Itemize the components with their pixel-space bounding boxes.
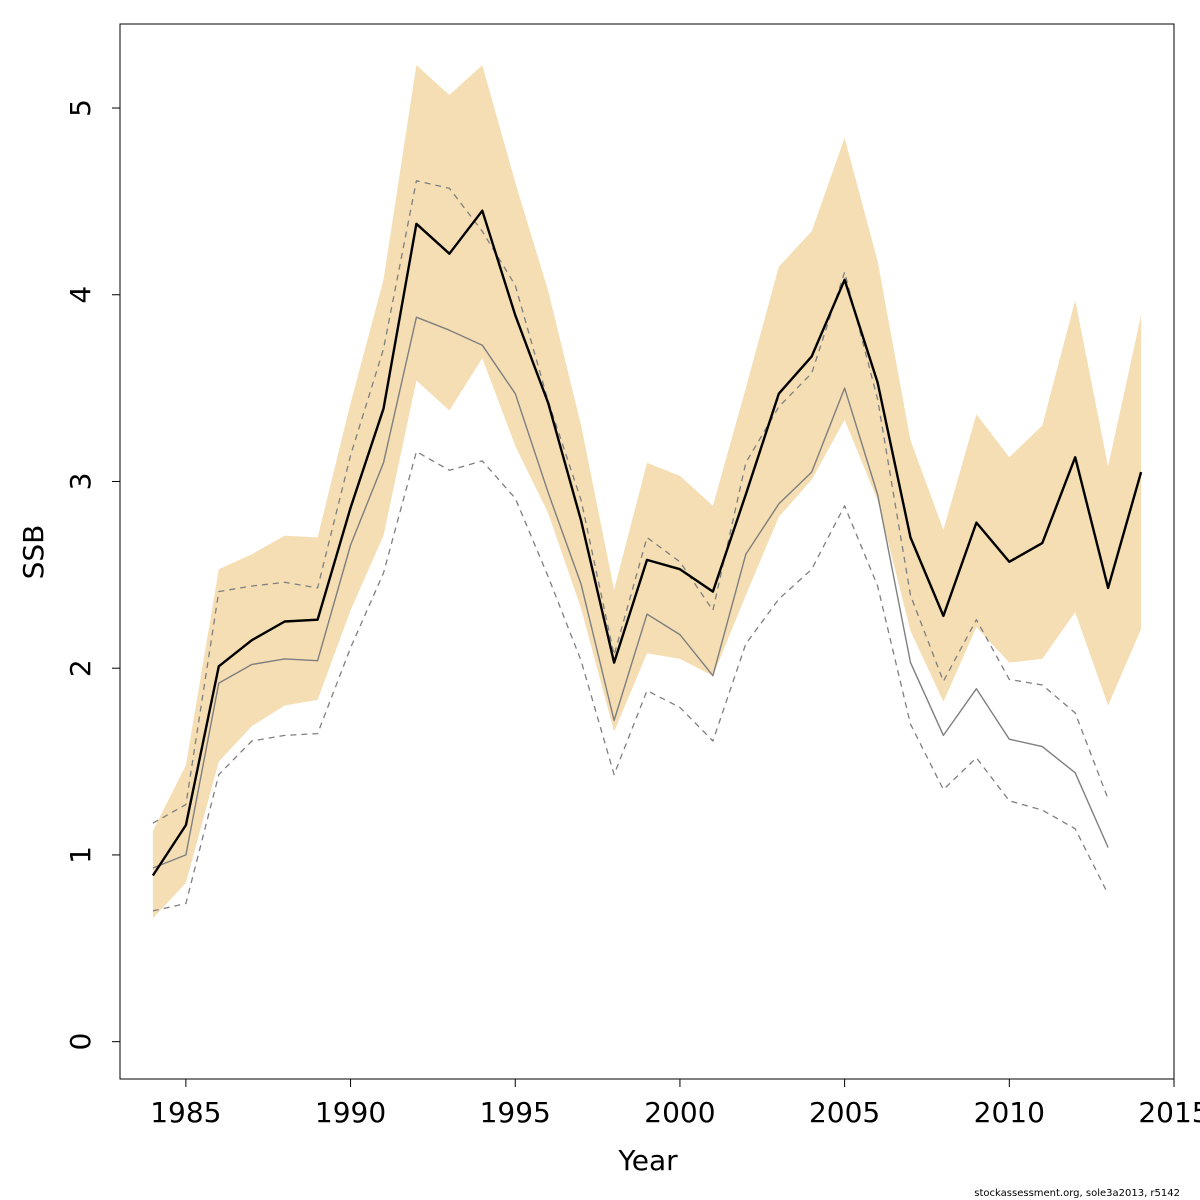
current-estimate-line <box>151 209 1143 877</box>
y-axis-title: SSB <box>17 525 50 580</box>
previous-estimate-line <box>152 316 1109 869</box>
x-tick-label: 2015 <box>1138 1096 1200 1129</box>
y-tick-label: 0 <box>64 1033 97 1051</box>
y-tick-label: 3 <box>64 473 97 491</box>
x-axis-title: Year <box>617 1144 678 1177</box>
previous-upper-ci-line <box>152 180 1109 824</box>
x-axis: 1985 1990 1995 2000 2005 2010 2015 <box>150 1078 1200 1129</box>
confidence-band <box>152 65 1142 919</box>
y-tick-label: 5 <box>64 99 97 117</box>
y-tick-label: 4 <box>64 286 97 304</box>
x-tick-label: 2000 <box>644 1096 715 1129</box>
previous-lower-ci-line <box>152 450 1109 912</box>
x-tick-label: 2005 <box>809 1096 880 1129</box>
x-tick-label: 1990 <box>315 1096 386 1129</box>
x-tick-label: 2010 <box>974 1096 1045 1129</box>
y-axis: 0 1 2 3 4 5 <box>64 99 121 1051</box>
credit-text: stockassessment.org, sole3a2013, r5142 <box>974 1188 1180 1199</box>
x-tick-label: 1985 <box>150 1096 221 1129</box>
x-tick-label: 1995 <box>480 1096 551 1129</box>
y-tick-label: 1 <box>64 846 97 864</box>
confidence-band-layer <box>152 65 1142 919</box>
series-line-layer <box>151 180 1143 912</box>
y-tick-label: 2 <box>64 659 97 677</box>
